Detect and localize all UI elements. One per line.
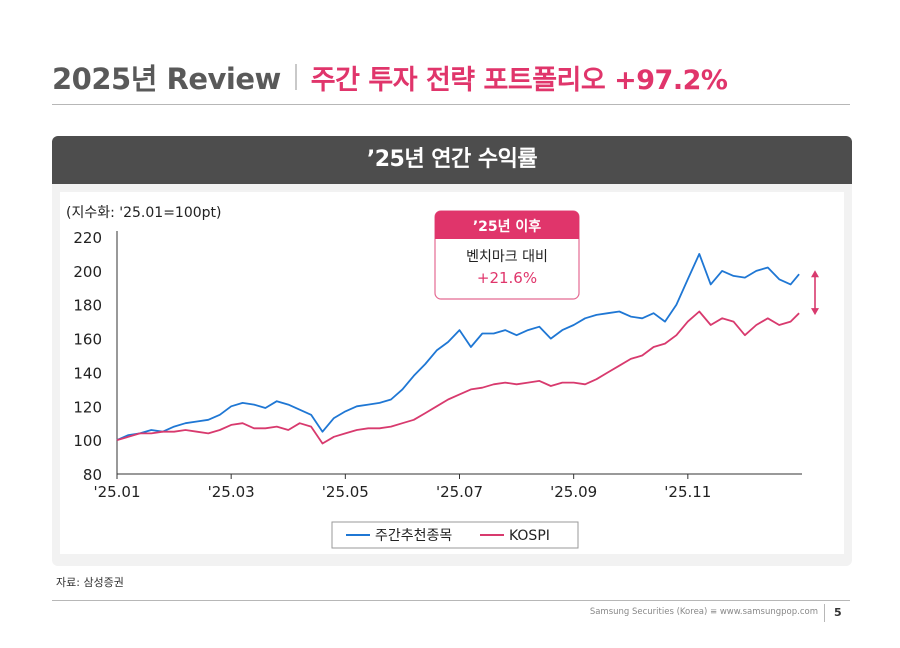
x-tick-label: '25.01 <box>93 483 140 501</box>
y-tick-label: 200 <box>73 263 102 281</box>
series-line-kospi <box>116 310 800 445</box>
page-number: 5 <box>834 606 842 619</box>
chart-panel-title: ’25년 연간 수익률 <box>52 136 852 184</box>
line-chart: (지수화: '25.01=100pt) 80 100 120 140 160 180 200 2… <box>66 205 819 549</box>
y-tick-label: 220 <box>73 229 102 247</box>
y-tick-label: 120 <box>73 398 102 416</box>
x-tick-label: '25.05 <box>322 483 369 501</box>
annotation-header: ’25년 이후 <box>473 218 541 235</box>
y-axis-label: (지수화: '25.01=100pt) <box>66 205 222 221</box>
y-tick-label: 140 <box>73 364 102 382</box>
annotation-label: 벤치마크 대비 <box>466 249 548 265</box>
legend-label: KOSPI <box>509 528 550 544</box>
source-note: 자료: 삼성증권 <box>56 576 124 589</box>
x-tick-label: '25.09 <box>550 483 597 501</box>
header-rule <box>52 104 850 105</box>
annotation-value: +21.6% <box>477 269 537 287</box>
footer-divider <box>824 604 825 622</box>
chart-panel: ’25년 연간 수익률 (지수화: '25.01=100pt) 80 100 120 1… <box>52 136 852 566</box>
x-tick-label: '25.03 <box>208 483 255 501</box>
x-tick-label: '25.11 <box>664 483 711 501</box>
y-tick-label: 80 <box>83 466 102 484</box>
title-divider <box>294 64 297 90</box>
y-tick-label: 180 <box>73 297 102 315</box>
legend-label: 주간추천종목 <box>375 528 452 544</box>
legend-box <box>331 521 579 549</box>
annotation-header-bg <box>435 211 579 239</box>
gap-arrow-head-up <box>811 270 819 278</box>
page-subtitle: 주간 투자 전략 포트폴리오 +97.2% <box>310 64 728 96</box>
gap-arrow-head-down <box>811 308 819 316</box>
chart-area: (지수화: '25.01=100pt) 80 100 120 140 160 180 200 2… <box>60 192 844 554</box>
footer-company: Samsung Securities (Korea) ≡ www.samsung… <box>589 607 818 617</box>
y-tick-label: 160 <box>73 331 102 349</box>
y-tick-label: 100 <box>73 432 102 450</box>
series-line-recommended <box>116 253 800 441</box>
page-header: 2025년 Review 주간 투자 전략 포트폴리오 +97.2% <box>52 56 728 98</box>
footer-rule <box>52 600 850 601</box>
page-title: 2025년 Review <box>52 62 281 96</box>
x-tick-label: '25.07 <box>436 483 483 501</box>
